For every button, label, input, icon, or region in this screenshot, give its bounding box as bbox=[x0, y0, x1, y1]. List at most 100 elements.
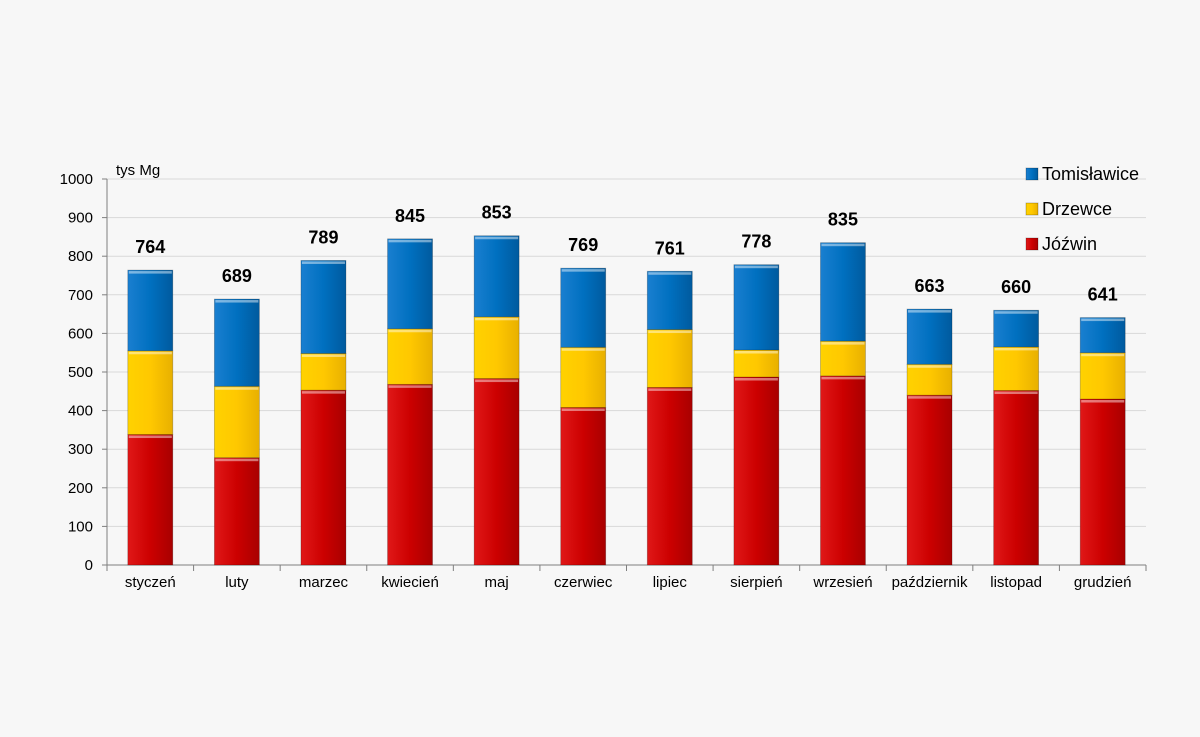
x-category-label: październik bbox=[892, 574, 968, 591]
bar-segment-highlight bbox=[908, 396, 952, 399]
y-tick-label: 1000 bbox=[60, 171, 93, 188]
x-category-label: sierpień bbox=[730, 574, 783, 591]
bar-segment-jóźwin bbox=[387, 383, 433, 566]
x-category-label: grudzień bbox=[1074, 574, 1132, 591]
bar-segment-highlight bbox=[388, 385, 432, 388]
bar-segment-highlight bbox=[301, 261, 345, 264]
x-category-label: marzec bbox=[299, 574, 349, 591]
bar-segment-jóźwin bbox=[993, 390, 1040, 566]
bar-segment-drzewce bbox=[906, 363, 953, 396]
bar-segment-tomisławice bbox=[213, 298, 260, 387]
y-tick-label: 500 bbox=[68, 364, 93, 381]
legend: Tomisławice Drzewce Jóźwin bbox=[1025, 164, 1139, 254]
bar-segment-highlight bbox=[994, 347, 1038, 351]
bar-segment-tomisławice bbox=[1079, 317, 1126, 354]
bar-segment-highlight bbox=[475, 379, 519, 383]
legend-label: Drzewce bbox=[1042, 199, 1112, 219]
bar-segment-tomisławice bbox=[733, 264, 780, 351]
y-tick-label: 900 bbox=[68, 210, 93, 227]
y-tick-label: 400 bbox=[68, 403, 93, 420]
x-category-label: luty bbox=[225, 574, 249, 591]
total-data-label: 663 bbox=[915, 276, 945, 296]
bar-segment-jóźwin bbox=[473, 378, 520, 566]
total-data-label: 845 bbox=[395, 206, 425, 226]
bar-segment-drzewce bbox=[733, 349, 780, 378]
bar-segment-highlight bbox=[994, 391, 1038, 395]
total-data-label: 769 bbox=[568, 235, 598, 255]
y-tick-label: 200 bbox=[68, 480, 93, 497]
bar-segment-highlight bbox=[1081, 353, 1125, 357]
bar-segment-highlight bbox=[301, 354, 345, 357]
bar-segment-highlight bbox=[215, 458, 259, 462]
bar-segment-highlight bbox=[561, 348, 605, 351]
bar-segment-highlight bbox=[128, 271, 172, 274]
bar-segment-drzewce bbox=[1079, 352, 1126, 400]
bar-segment-highlight bbox=[128, 435, 172, 439]
x-category-label: czerwiec bbox=[554, 574, 613, 591]
bar-segment-highlight bbox=[128, 351, 172, 355]
y-tick-label: 100 bbox=[68, 518, 93, 535]
bar-segment-jóźwin bbox=[127, 434, 174, 566]
bar-segment-highlight bbox=[821, 376, 865, 380]
bar-segment-highlight bbox=[994, 311, 1038, 314]
bar-segment-drzewce bbox=[646, 329, 693, 388]
total-data-label: 660 bbox=[1001, 277, 1031, 297]
labels: 0 100 200 300 400 500 600 700 800 900 1000 tys Mg st… bbox=[60, 162, 1132, 591]
bar-segment-highlight bbox=[821, 243, 865, 247]
bar-segment-highlight bbox=[388, 329, 432, 333]
x-category-label: maj bbox=[485, 574, 509, 591]
bar-segment-highlight bbox=[1081, 400, 1125, 403]
y-tick-label: 0 bbox=[85, 557, 93, 574]
x-category-label: styczeń bbox=[125, 574, 176, 591]
bar-segment-drzewce bbox=[387, 328, 433, 385]
bar-segment-jóźwin bbox=[820, 375, 866, 566]
bar-segment-drzewce bbox=[213, 385, 260, 459]
total-data-label: 689 bbox=[222, 266, 252, 286]
bar-segment-drzewce bbox=[300, 353, 347, 391]
x-category-label: wrzesień bbox=[812, 574, 872, 591]
bar-segment-highlight bbox=[648, 388, 692, 391]
bar-segment-tomisławice bbox=[993, 309, 1040, 348]
bar-segment-drzewce bbox=[560, 346, 607, 408]
bar-segment-jóźwin bbox=[300, 389, 347, 566]
bar-segment-tomisławice bbox=[127, 269, 174, 352]
bar-segment-tomisławice bbox=[820, 242, 866, 342]
bar-segment-highlight bbox=[561, 408, 605, 412]
total-data-label: 761 bbox=[655, 238, 685, 258]
axes bbox=[102, 178, 1147, 571]
bar-segment-tomisławice bbox=[560, 267, 607, 348]
bar-segment-highlight bbox=[648, 272, 692, 275]
bar-segment-highlight bbox=[388, 239, 432, 243]
bar-segment-jóźwin bbox=[733, 376, 780, 566]
bar-segment-highlight bbox=[734, 265, 778, 269]
x-category-label: lipiec bbox=[653, 574, 688, 591]
legend-label: Tomisławice bbox=[1042, 164, 1139, 184]
bar-segment-jóźwin bbox=[906, 394, 953, 566]
bar-segment-drzewce bbox=[127, 350, 174, 435]
gridlines bbox=[107, 178, 1146, 527]
bar-segment-highlight bbox=[561, 269, 605, 272]
bar-segment-highlight bbox=[648, 330, 692, 334]
bar-segment-highlight bbox=[734, 350, 778, 354]
bar-segment-jóźwin bbox=[213, 457, 260, 566]
x-category-label: listopad bbox=[990, 574, 1042, 591]
bar-segment-highlight bbox=[215, 387, 259, 390]
bar-segment-highlight bbox=[1081, 318, 1125, 322]
y-tick-label: 800 bbox=[68, 248, 93, 265]
y-tick-label: 700 bbox=[68, 287, 93, 304]
bar-segment-highlight bbox=[734, 378, 778, 381]
total-data-label: 764 bbox=[135, 237, 165, 257]
bar-segment-highlight bbox=[821, 342, 865, 345]
total-data-label: 853 bbox=[482, 203, 512, 223]
bar-segment-highlight bbox=[215, 300, 259, 303]
bar-segment-highlight bbox=[301, 391, 345, 394]
total-data-label: 789 bbox=[308, 227, 338, 247]
bar-segment-tomisławice bbox=[300, 260, 347, 354]
bar-segment-jóźwin bbox=[560, 407, 607, 566]
x-category-label: kwiecień bbox=[381, 574, 439, 591]
bar-segment-highlight bbox=[475, 236, 519, 240]
bars bbox=[127, 235, 1126, 566]
legend-swatch-jóźwin bbox=[1025, 237, 1039, 251]
